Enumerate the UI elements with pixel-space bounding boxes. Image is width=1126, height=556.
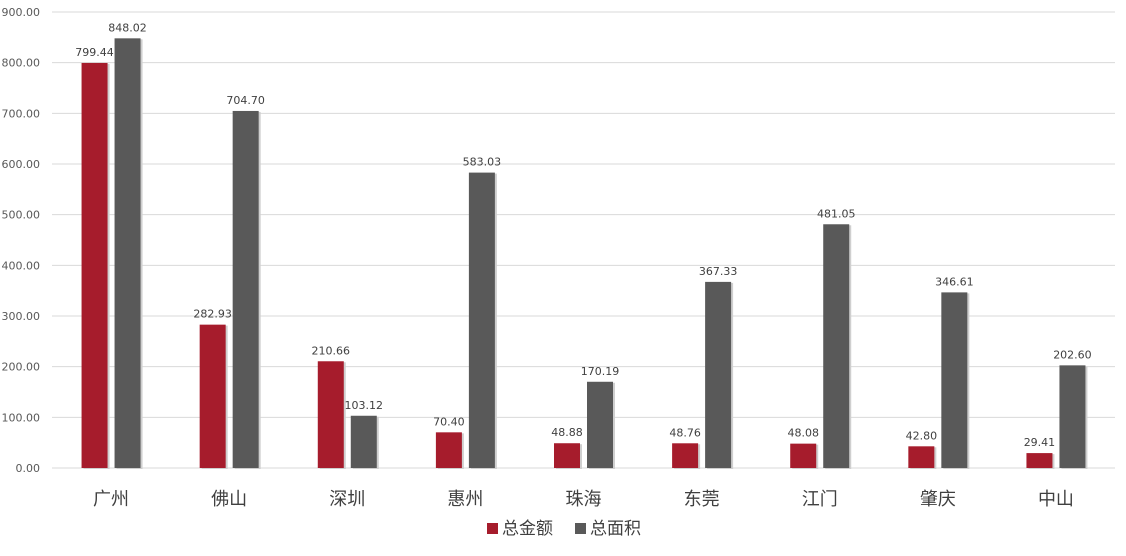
bar-area: [114, 38, 141, 468]
bar-area: [232, 110, 259, 469]
legend-swatch: [487, 523, 498, 534]
category-label: 珠海: [566, 489, 602, 510]
bar-area: [350, 415, 377, 468]
category-label: 中山: [1038, 489, 1074, 510]
data-label: 367.33: [699, 265, 738, 278]
bar-amount: [908, 446, 935, 468]
y-tick-label: 600.00: [2, 158, 41, 171]
bar-amount: [672, 443, 699, 468]
bar-area: [587, 381, 613, 468]
data-label: 70.40: [433, 415, 465, 428]
legend-label: 总面积: [590, 519, 641, 539]
bar-amount: [554, 443, 580, 468]
data-label: 704.70: [226, 94, 265, 107]
legend-label: 总金额: [502, 519, 553, 539]
data-label: 29.41: [1024, 436, 1056, 449]
y-tick-label: 400.00: [2, 259, 41, 272]
y-tick-label: 100.00: [2, 411, 41, 424]
bar-area: [468, 172, 495, 468]
bar-amount: [317, 361, 344, 468]
bar-amount: [199, 324, 226, 468]
bar-area: [941, 292, 968, 468]
y-axis-tick-labels: 0.00 100.00 200.00 300.00 400.00 500.00 600.00…: [2, 6, 41, 475]
data-label: 848.02: [108, 21, 147, 34]
data-label: 346.61: [935, 275, 974, 288]
bar-area: [1059, 365, 1086, 468]
bar-amount: [81, 62, 108, 468]
data-label: 481.05: [817, 207, 856, 220]
bar-area: [823, 224, 850, 468]
bar-amount: [435, 432, 462, 468]
data-label: 282.93: [193, 308, 232, 321]
y-tick-label: 0.00: [16, 462, 41, 475]
data-label: 583.03: [463, 156, 502, 169]
data-label: 210.66: [312, 344, 351, 357]
category-label: 广州: [93, 489, 129, 510]
y-tick-label: 200.00: [2, 361, 41, 374]
bars: [81, 38, 1088, 470]
x-axis-category-labels: 广州 佛山 深圳 惠州 珠海 东莞 江门 肇庆 中山: [93, 489, 1074, 510]
category-label: 江门: [802, 489, 838, 510]
gridlines: [52, 11, 1115, 469]
category-label: 东莞: [684, 489, 720, 510]
y-tick-label: 500.00: [2, 209, 41, 222]
data-label: 170.19: [581, 365, 620, 378]
bar-amount: [1026, 453, 1053, 468]
data-labels: 799.44 848.02 282.93 704.70 210.66 103.12 70.4…: [75, 21, 1091, 449]
y-tick-label: 700.00: [2, 107, 41, 120]
data-label: 48.76: [669, 426, 701, 439]
category-label: 惠州: [447, 489, 483, 510]
y-tick-label: 900.00: [2, 6, 41, 19]
bar-area: [705, 281, 732, 468]
y-tick-label: 800.00: [2, 57, 41, 70]
legend: 总金额 总面积: [487, 519, 641, 539]
category-label: 佛山: [211, 489, 247, 510]
category-label: 深圳: [329, 489, 365, 510]
data-label: 799.44: [75, 46, 114, 59]
legend-swatch: [575, 523, 586, 534]
data-label: 202.60: [1053, 348, 1092, 361]
data-label: 42.80: [906, 429, 938, 442]
bar-amount: [790, 443, 817, 468]
data-label: 48.08: [787, 427, 819, 440]
y-tick-label: 300.00: [2, 310, 41, 323]
data-label: 48.88: [551, 426, 583, 439]
data-label: 103.12: [345, 399, 384, 412]
category-label: 肇庆: [920, 489, 956, 510]
